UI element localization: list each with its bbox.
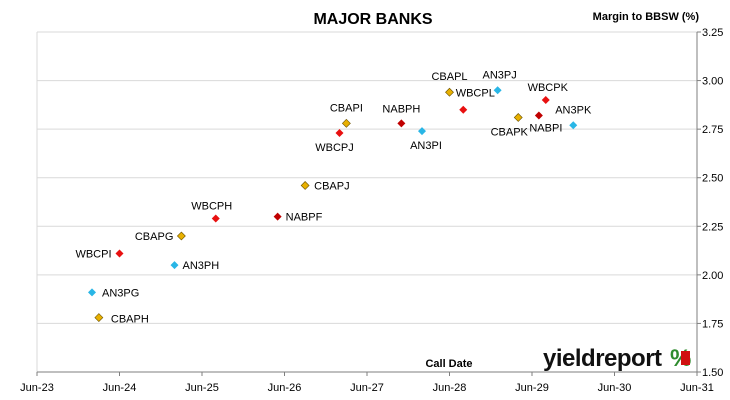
x-tick-labels: Jun-23 Jun-24 Jun-25 Jun-26 Jun-27 Jun-28 Jun-… — [20, 382, 714, 394]
point-label-cbapg: CBAPG — [135, 231, 174, 243]
point-an3pj — [493, 86, 502, 95]
point-cbapj — [300, 181, 310, 190]
point-label-cbapj: CBAPJ — [314, 180, 349, 192]
point-label-cbapl: CBAPL — [431, 71, 467, 83]
point-cbapk — [513, 113, 523, 122]
point-nabph — [397, 119, 406, 128]
y-tick-label: 3.25 — [702, 27, 723, 39]
point-wbcpj — [335, 129, 344, 138]
point-an3pk — [569, 121, 578, 130]
point-label-nabph: NABPH — [382, 103, 420, 115]
y-axis-label: Margin to BBSW (%) — [593, 11, 700, 23]
point-wbcpi — [115, 249, 124, 258]
y-tick-label: 1.75 — [702, 318, 723, 330]
point-an3pi — [418, 127, 426, 136]
x-tick-label: Jun-31 — [680, 382, 714, 394]
y-tick-label: 2.50 — [702, 173, 723, 185]
point-an3ph — [170, 261, 179, 270]
point-cbapi — [341, 118, 351, 128]
x-tick-label: Jun-23 — [20, 382, 54, 394]
yieldreport-logo: yieldreport % — [543, 345, 691, 372]
point-label-wbcpl: WBCPL — [456, 88, 495, 100]
x-tick-label: Jun-25 — [185, 382, 219, 394]
point-label-cbapk: CBAPK — [491, 126, 529, 138]
point-cbapg — [176, 231, 186, 241]
gridlines — [37, 31, 697, 324]
point-wbcpl — [459, 105, 468, 114]
logo-percent-accent-icon — [681, 351, 690, 365]
x-tick-label: Jun-28 — [433, 382, 467, 394]
y-tick-label: 3.00 — [702, 76, 723, 88]
point-label-wbcpj: WBCPJ — [315, 142, 354, 154]
y-tick-labels: 1.50 1.75 2.00 2.25 2.50 2.75 3.00 3.25 — [702, 27, 723, 379]
point-label-nabpi: NABPI — [529, 123, 562, 135]
logo-text: yieldreport — [543, 345, 662, 372]
point-labels: CBAPH AN3PG WBCPI AN3PH CBAPG WBCPH NABPF CBAPJ… — [75, 69, 592, 325]
point-nabpf — [273, 212, 282, 221]
x-axis-label: Call Date — [425, 358, 472, 370]
data-points — [88, 86, 578, 323]
point-label-wbcpi: WBCPI — [75, 248, 111, 260]
point-label-wbcpk: WBCPK — [528, 82, 569, 94]
chart-title: MAJOR BANKS — [313, 11, 432, 28]
point-label-an3pg: AN3PG — [102, 287, 139, 299]
point-label-an3pk: AN3PK — [555, 104, 592, 116]
point-label-cbaph: CBAPH — [111, 314, 149, 326]
x-tick-label: Jun-27 — [350, 382, 384, 394]
point-label-nabpf: NABPF — [286, 212, 323, 224]
x-tick-label: Jun-30 — [598, 382, 632, 394]
y-tick-label: 1.50 — [702, 367, 723, 379]
point-nabpi — [534, 111, 543, 120]
x-tick-label: Jun-24 — [103, 382, 137, 394]
point-cbaph — [94, 313, 104, 323]
y-tick-label: 2.00 — [702, 270, 723, 282]
point-label-an3ph: AN3PH — [183, 260, 220, 272]
point-label-wbcph: WBCPH — [191, 201, 232, 213]
point-label-an3pi: AN3PI — [410, 140, 442, 152]
axes — [36, 31, 701, 376]
point-wbcph — [211, 214, 220, 223]
point-wbcpk — [541, 96, 550, 104]
y-tick-label: 2.25 — [702, 221, 723, 233]
point-cbapl — [445, 87, 454, 97]
x-tick-label: Jun-26 — [268, 382, 302, 394]
point-label-an3pj: AN3PJ — [483, 69, 517, 81]
x-tick-label: Jun-29 — [515, 382, 549, 394]
point-an3pg — [88, 288, 96, 297]
point-label-cbapi: CBAPI — [330, 102, 363, 114]
y-tick-label: 2.75 — [702, 124, 723, 136]
